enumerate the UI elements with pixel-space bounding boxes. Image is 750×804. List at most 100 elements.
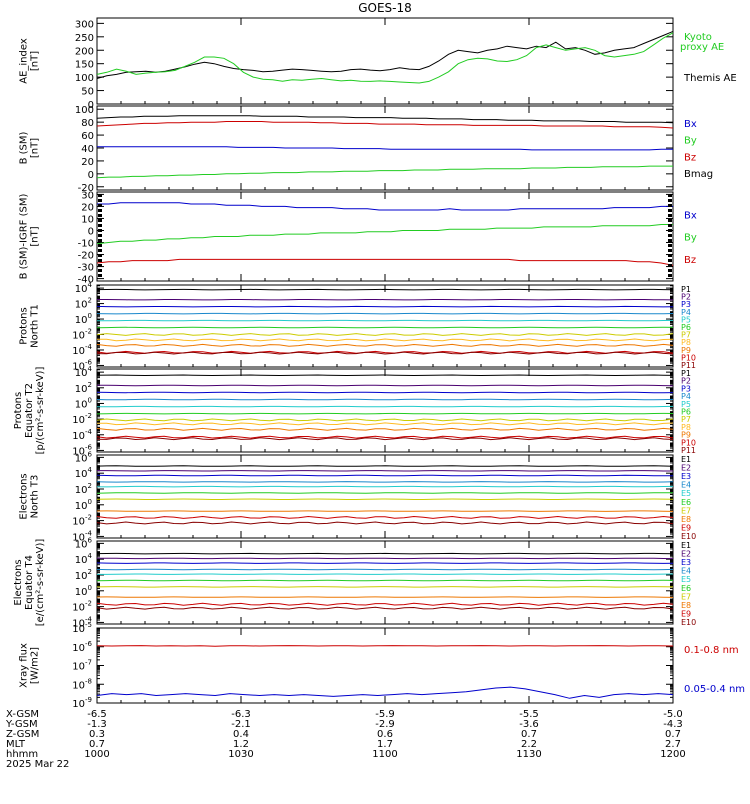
ytick-label: 10-8 — [72, 677, 92, 691]
edge-marker — [668, 194, 672, 197]
edge-marker — [668, 269, 672, 272]
edge-marker — [668, 234, 672, 237]
edge-marker — [668, 274, 672, 277]
series-line-0-1-0-8-nm — [97, 646, 673, 647]
panel-bigrf: B (SM)-IGRF (SM)[nT] — [19, 192, 674, 281]
series-line-e10 — [97, 607, 673, 609]
panel-frame — [97, 455, 673, 538]
series-line-by — [97, 166, 673, 178]
series-line-e6 — [97, 580, 673, 581]
edge-marker — [98, 229, 102, 232]
edge-marker — [98, 234, 102, 237]
ylabel-line: B (SM) — [19, 131, 30, 164]
series-line-e6 — [97, 493, 673, 494]
series-line-e3 — [97, 475, 673, 476]
ylabel-line: Electrons — [13, 559, 24, 605]
ytick-label: 40 — [81, 144, 94, 155]
edge-marker — [668, 214, 672, 217]
ytick-label: -10 — [78, 239, 94, 250]
series-line-e4 — [97, 569, 673, 570]
edge-marker — [668, 199, 672, 202]
edge-marker — [98, 254, 102, 257]
ytick-label: 106 — [75, 536, 93, 550]
legend-entry: Bz — [684, 152, 696, 163]
ylabel: B (SM)-IGRF (SM)[nT] — [19, 194, 41, 280]
legend-entry: 0.05-0.4 nm — [684, 684, 745, 695]
ytick-label: 10-5 — [72, 621, 92, 635]
ytick-label: 200 — [75, 46, 94, 57]
series-line-p1 — [97, 289, 673, 290]
ylabel-line: Electrons — [19, 473, 30, 519]
edge-marker — [98, 264, 102, 267]
panel-elec_t4: ElectronsEquator T4[e/(cm²-s-sr-keV)] — [13, 539, 673, 627]
legend-entry: proxy AE — [680, 42, 724, 53]
series-line-p9 — [97, 428, 673, 430]
ytick-label: -30 — [78, 263, 94, 274]
edge-marker — [668, 259, 672, 262]
ytick-label: 150 — [75, 60, 94, 71]
edge-marker — [98, 199, 102, 202]
plot-date: 2025 Mar 22 — [6, 759, 69, 770]
panel-frame — [97, 285, 673, 367]
legend-entry: Themis AE — [683, 73, 737, 84]
series-line-e8 — [97, 511, 673, 512]
ytick-label: 10-6 — [72, 640, 92, 654]
series-line-e3 — [97, 563, 673, 564]
edge-marker — [98, 249, 102, 252]
series-line-e7 — [97, 587, 673, 588]
ylabel: ElectronsNorth T3 — [19, 473, 41, 519]
legend-entry: E10 — [681, 618, 696, 627]
series-line-p9 — [97, 344, 673, 346]
series-line-e7 — [97, 499, 673, 500]
series-line-by — [97, 225, 673, 244]
ytick-label: 102 — [75, 482, 92, 496]
series-line-e10 — [97, 522, 673, 524]
ytick-label: 20 — [81, 202, 94, 213]
edge-marker — [98, 259, 102, 262]
ytick-label: 10-2 — [72, 328, 92, 342]
ytick-label: 30 — [81, 190, 94, 201]
series-line-e9 — [97, 517, 673, 519]
ytick-label: 104 — [75, 552, 93, 566]
edge-marker — [98, 219, 102, 222]
ytick-label: 10-4 — [72, 343, 92, 357]
series-line-p7 — [97, 334, 673, 336]
ytick-label: 104 — [75, 281, 93, 295]
ytick-label: 100 — [75, 105, 94, 116]
series-line-bx — [97, 203, 673, 210]
ephemeris-value: 1200 — [660, 749, 685, 760]
edge-marker — [98, 214, 102, 217]
edge-marker — [668, 209, 672, 212]
ytick-label: 100 — [75, 498, 92, 512]
ytick-label: 10 — [81, 214, 94, 225]
ylabel-line: Xray flux — [19, 643, 30, 688]
ylabel-line: North T1 — [30, 304, 41, 348]
series-line-bz — [97, 259, 673, 265]
panel-frame — [97, 192, 673, 281]
chart-title: GOES-18 — [358, 1, 412, 15]
ytick-label: 60 — [81, 131, 94, 142]
ytick-label: 10-7 — [72, 659, 92, 673]
series-line-p4 — [97, 313, 673, 314]
panel-bsm: B (SM)[nT] — [19, 106, 674, 190]
legend-entry: By — [684, 233, 697, 244]
series-line-p3 — [97, 306, 673, 307]
legend-entry: 0.1-0.8 nm — [684, 645, 739, 656]
ytick-label: 100 — [75, 312, 92, 326]
panel-ae: AE_index[nT] — [19, 18, 674, 104]
series-line-bz — [97, 122, 673, 129]
series-line-themis-ae — [97, 31, 673, 78]
ylabel-line: [W/m2] — [30, 647, 41, 684]
ytick-label: 10-2 — [72, 600, 92, 614]
ephemeris-value: 1030 — [228, 749, 253, 760]
ytick-label: 250 — [75, 33, 94, 44]
ytick-label: 0 — [88, 170, 94, 181]
ytick-label: 102 — [75, 568, 92, 582]
ytick-label: 104 — [75, 466, 93, 480]
ylabel: ProtonsEquator T2[p/(cm²-s-sr-keV)] — [13, 367, 46, 455]
series-line-e8 — [97, 597, 673, 598]
ytick-label: 10-2 — [72, 514, 92, 528]
legend-entry: E10 — [681, 532, 696, 541]
